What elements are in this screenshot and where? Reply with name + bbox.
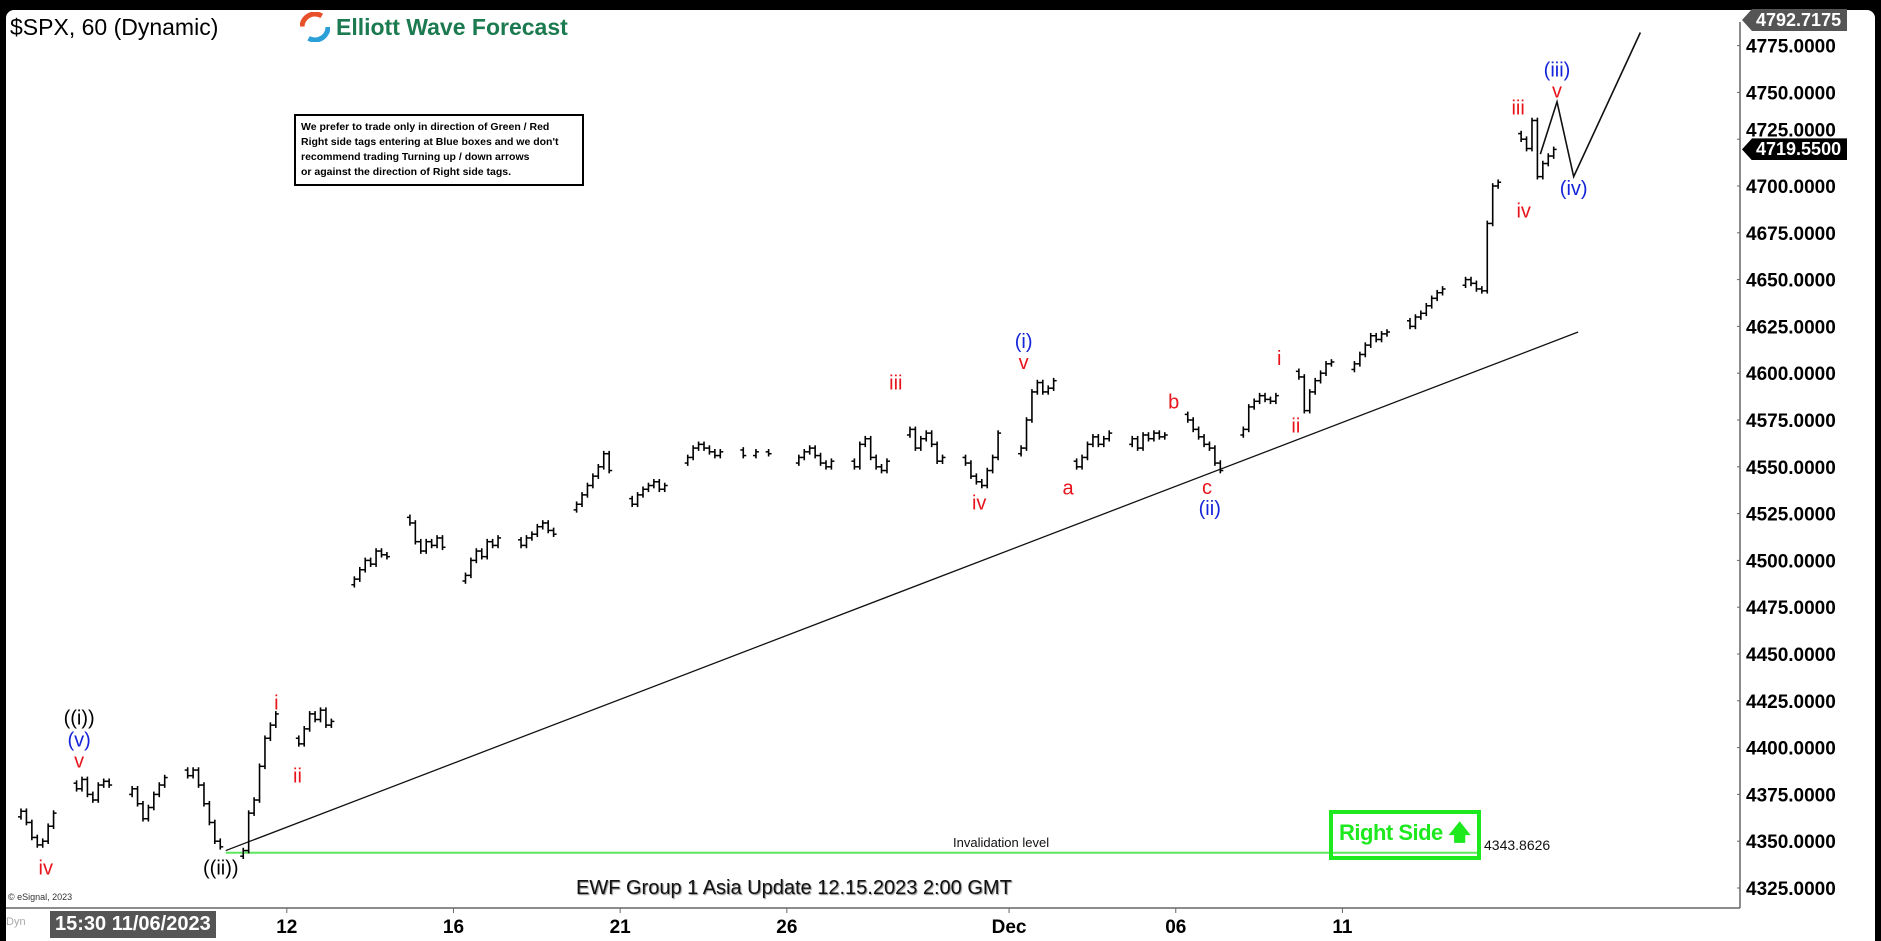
- y-tick-label: 4450.0000: [1746, 645, 1836, 666]
- wave-label: iv: [972, 492, 986, 514]
- cursor-time-readout: 15:30 11/06/2023: [50, 911, 216, 938]
- note-line: recommend trading Turning up / down arro…: [301, 151, 530, 163]
- wave-label: b: [1168, 391, 1179, 413]
- copyright: © eSignal, 2023: [8, 892, 73, 902]
- y-tick-label: 4675.0000: [1746, 224, 1836, 245]
- y-tick-label: 4650.0000: [1746, 271, 1836, 292]
- wave-label: ii: [1291, 416, 1300, 438]
- right-side-label: Right Side: [1339, 820, 1443, 845]
- dynamic-toggle[interactable]: Dyn: [6, 916, 26, 928]
- y-tick-label: 4575.0000: [1746, 411, 1836, 432]
- symbol-title: $SPX, 60 (Dynamic): [10, 14, 219, 40]
- y-tick-label: 4425.0000: [1746, 692, 1836, 713]
- wave-label: ((ii)): [203, 857, 239, 879]
- update-stamp: EWF Group 1 Asia Update 12.15.2023 2:00 …: [576, 877, 1012, 899]
- high-price-tag: 4792.7175: [1742, 9, 1848, 31]
- wave-label: (ii): [1199, 498, 1221, 520]
- y-tick-label: 4725.0000: [1746, 120, 1836, 141]
- note-line: or against the direction of Right side t…: [301, 166, 512, 178]
- brand-logo: Elliott Wave Forecast: [300, 12, 568, 42]
- up-arrow-icon: 🡅: [1448, 820, 1471, 845]
- x-tick-label: 26: [776, 917, 797, 938]
- x-tick-label: 11: [1332, 917, 1353, 938]
- y-tick-label: 4625.0000: [1746, 317, 1836, 338]
- y-tick-label: 4475.0000: [1746, 598, 1836, 619]
- wave-label: c: [1202, 477, 1212, 499]
- trendline: [225, 331, 1579, 852]
- invalidation-label: Invalidation level: [953, 835, 1050, 850]
- y-tick-label: 4775.0000: [1746, 37, 1836, 58]
- right-side-tag: Right Side 🡅: [1329, 810, 1481, 860]
- x-tick-label: 06: [1165, 917, 1186, 938]
- y-tick-label: 4600.0000: [1746, 364, 1836, 385]
- projection-path: [1539, 32, 1642, 180]
- y-tick-label: 4400.0000: [1746, 739, 1836, 760]
- wave-label: ii: [293, 766, 302, 788]
- wave-label: iii: [1511, 97, 1524, 119]
- wave-label: (i): [1015, 331, 1033, 353]
- y-tick-label: 4325.0000: [1746, 879, 1836, 900]
- x-tick-label: Dec: [992, 917, 1027, 938]
- invalidation-value: 4343.8626: [1484, 837, 1551, 853]
- last-price-tag: 4719.5500: [1742, 138, 1848, 161]
- wave-label: (iv): [1560, 178, 1588, 200]
- x-tick-label: 12: [276, 917, 297, 938]
- wave-label: iv: [39, 857, 53, 879]
- trading-note: We prefer to trade only in direction of …: [294, 114, 584, 186]
- y-tick-label: 4350.0000: [1746, 832, 1836, 853]
- wave-label: a: [1063, 477, 1075, 499]
- x-tick-label: 21: [610, 917, 632, 938]
- wave-label: v: [1552, 81, 1562, 103]
- wave-label: i: [1277, 348, 1281, 370]
- wave-label: v: [74, 751, 84, 773]
- wave-label: v: [1019, 352, 1029, 374]
- wave-label: (v): [67, 730, 90, 752]
- y-tick-label: 4525.0000: [1746, 505, 1836, 526]
- y-tick-label: 4550.0000: [1746, 458, 1836, 479]
- note-line: Right side tags entering at Blue boxes a…: [301, 136, 559, 148]
- y-tick-label: 4700.0000: [1746, 177, 1836, 198]
- y-tick-label: 4500.0000: [1746, 551, 1836, 572]
- wave-label: iv: [1516, 200, 1530, 222]
- brand-name: Elliott Wave Forecast: [336, 13, 568, 40]
- y-tick-label: 4375.0000: [1746, 785, 1836, 806]
- wave-label: (iii): [1544, 60, 1571, 82]
- y-tick-label: 4750.0000: [1746, 83, 1836, 104]
- wave-label: ((i)): [64, 708, 95, 730]
- x-tick-label: 16: [443, 917, 464, 938]
- wave-label: iii: [889, 373, 902, 395]
- wave-label: i: [274, 693, 278, 715]
- ewf-logo-icon: [300, 12, 330, 42]
- note-line: We prefer to trade only in direction of …: [301, 121, 550, 133]
